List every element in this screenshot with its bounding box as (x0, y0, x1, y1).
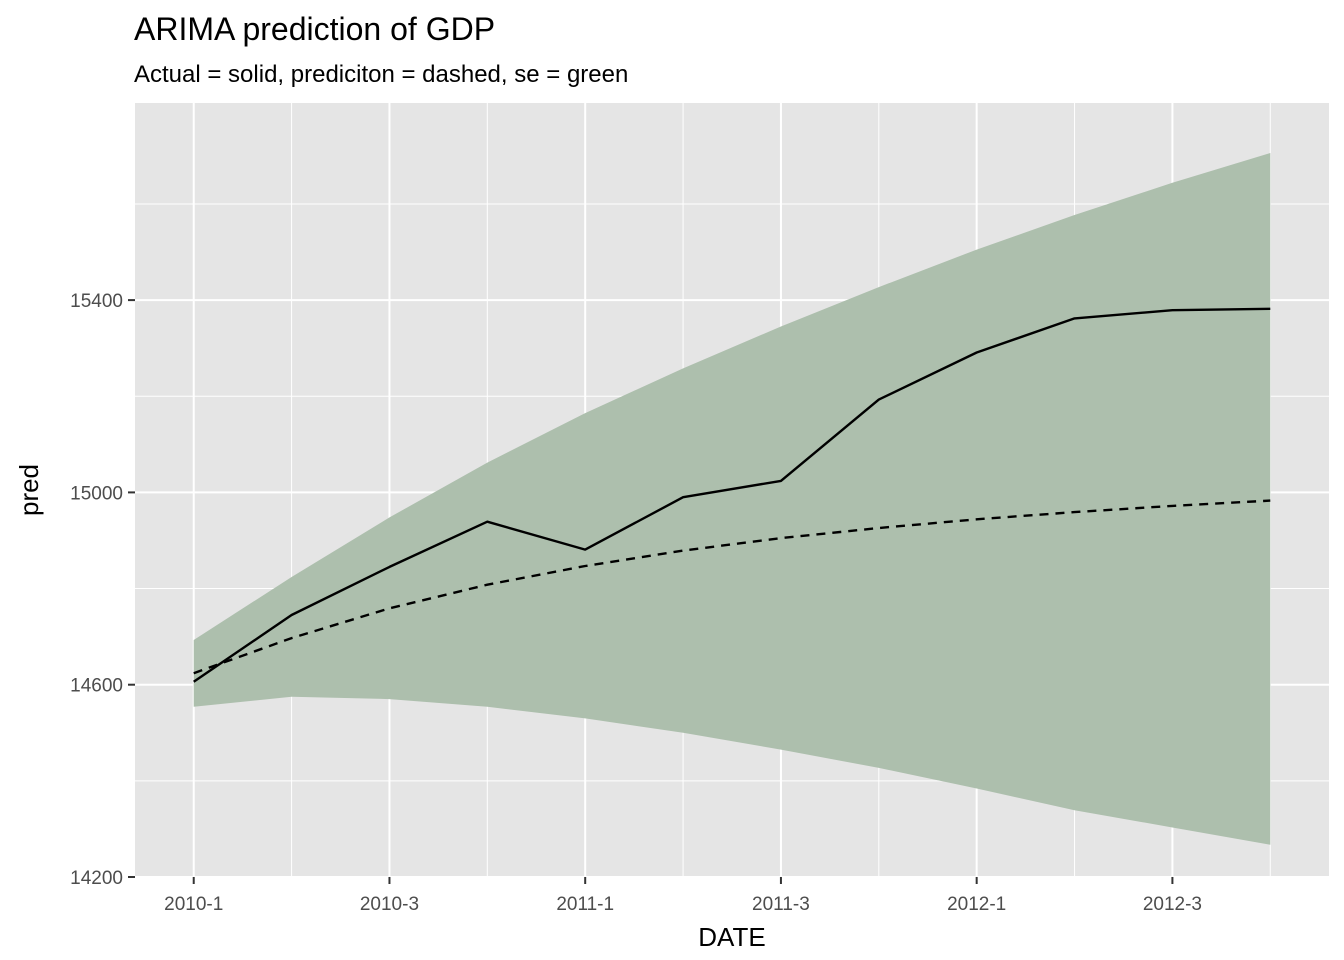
x-axis: 2010-1 2010-3 2011-1 2011-3 2012-1 2012-3 (164, 877, 1202, 915)
x-tick-label: 2011-1 (556, 894, 614, 915)
chart-subtitle: Actual = solid, prediciton = dashed, se … (134, 61, 628, 88)
x-tick-label: 2011-3 (752, 894, 810, 915)
y-tick-label: 15400 (70, 291, 123, 312)
x-tick-label: 2012-1 (947, 894, 1006, 915)
y-axis-title: pred (14, 464, 44, 516)
x-tick-label: 2010-1 (164, 894, 223, 915)
prediction-line (193, 499, 1271, 675)
y-axis: 14200 14600 15000 15400 (70, 291, 135, 889)
x-tick-label: 2012-3 (1143, 894, 1202, 915)
se-band-layer (193, 153, 1271, 845)
y-tick-label: 14600 (70, 676, 123, 697)
x-tick-label: 2010-3 (360, 894, 419, 915)
x-axis-title: DATE (698, 922, 765, 952)
chart-title: ARIMA prediction of GDP (134, 11, 495, 47)
actual-line (193, 307, 1271, 683)
y-tick-label: 14200 (70, 868, 123, 889)
series-lines (193, 307, 1271, 683)
y-tick-label: 15000 (70, 483, 123, 504)
se-band (193, 153, 1271, 845)
